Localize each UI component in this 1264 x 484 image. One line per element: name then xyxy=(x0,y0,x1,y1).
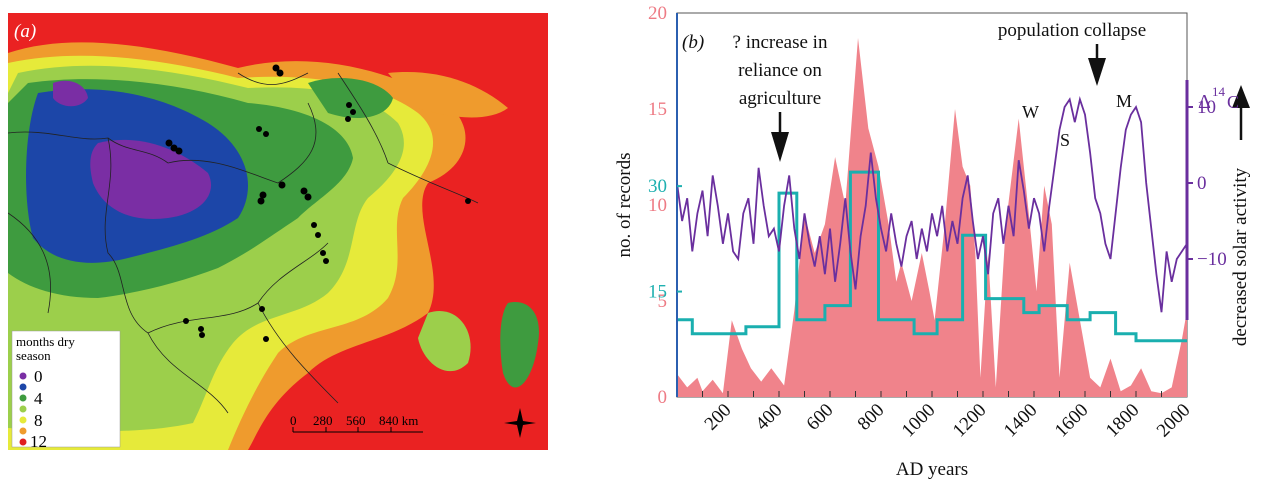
site-dot xyxy=(323,258,329,264)
site-dot xyxy=(345,116,351,122)
site-dot xyxy=(350,109,356,115)
x-tick-label: 1400 xyxy=(1000,400,1042,442)
site-dot xyxy=(346,102,352,108)
agriculture-arrow-icon xyxy=(771,112,789,162)
minimum-m-label: M xyxy=(1116,91,1132,111)
solar-activity-arrow-icon xyxy=(1232,85,1250,140)
site-dot xyxy=(259,306,265,312)
records-step-line xyxy=(677,170,1187,343)
map-region-green-northeast xyxy=(308,78,393,118)
scale-label-840: 840 km xyxy=(379,413,418,428)
country-borders xyxy=(8,72,479,414)
y-left-teal-tick-label: 15 xyxy=(648,282,667,303)
y-left-pink-tick-label: 5 xyxy=(658,291,668,312)
scale-label-0: 0 xyxy=(290,413,297,428)
site-dot xyxy=(465,198,471,204)
annotation-population-collapse: population collapse xyxy=(998,20,1146,41)
y-left-label: no. of records xyxy=(614,153,635,258)
delta-14c-sup: 14 xyxy=(1212,84,1226,99)
site-dot xyxy=(259,191,267,199)
site-dot xyxy=(320,250,326,256)
delta-14c-c: C xyxy=(1227,92,1239,112)
map-region-purple xyxy=(90,139,212,219)
north-arrow-icon xyxy=(504,408,536,438)
panel-b-label: (b) xyxy=(682,32,704,53)
x-tick-label: 1800 xyxy=(1102,400,1144,442)
x-tick-label: 200 xyxy=(701,400,736,435)
site-dot xyxy=(263,131,269,137)
records-area-series xyxy=(677,38,1187,397)
site-dot xyxy=(257,197,265,205)
site-dot xyxy=(183,318,189,324)
site-dot xyxy=(175,147,183,155)
delta14c-line-series xyxy=(676,96,1188,313)
map-region-green-south xyxy=(418,311,471,372)
scale-label-280: 280 xyxy=(313,413,333,428)
y-right-tick-label: −10 xyxy=(1197,249,1227,270)
site-dot xyxy=(276,69,284,77)
map-region-green-southeast xyxy=(500,302,539,388)
legend-swatch-12 xyxy=(19,438,27,446)
x-tick-label: 2000 xyxy=(1153,400,1195,442)
y-left-pink-tick-label: 0 xyxy=(658,387,668,408)
site-dot xyxy=(199,332,205,338)
x-tick-label: 400 xyxy=(752,400,787,435)
minimum-w-label: W xyxy=(1022,102,1039,122)
records-chart: no. of records AD years decreased solar … xyxy=(614,3,1251,480)
scale-label-560: 560 xyxy=(346,413,366,428)
site-dot xyxy=(311,222,317,228)
legend-label-4: 4 xyxy=(34,389,43,408)
y-right-label: decreased solar activity xyxy=(1230,167,1251,346)
y-left-pink-tick-label: 15 xyxy=(648,99,667,120)
site-dot xyxy=(198,326,204,332)
map-region-purple-nw xyxy=(53,80,88,107)
solar-minima-labels: W S M xyxy=(1022,91,1132,150)
legend-label-0: 0 xyxy=(34,367,43,386)
legend-swatch-4 xyxy=(19,394,27,402)
archaeological-sites xyxy=(165,64,471,342)
legend-label-8: 8 xyxy=(34,411,43,430)
collapse-arrow-icon xyxy=(1088,44,1106,86)
site-dot xyxy=(278,181,286,189)
dry-season-map: (a) months dry season 0 4 8 12 0 280 560… xyxy=(8,13,548,450)
map-region-orange-east xyxy=(388,72,508,118)
delta-14c-symbol: Δ xyxy=(1198,91,1211,113)
y-left-pink-tick-label: 10 xyxy=(648,195,667,216)
site-dot xyxy=(315,232,321,238)
x-tick-label: 1000 xyxy=(898,400,940,442)
legend-swatch-0 xyxy=(19,372,27,380)
legend-swatch-10 xyxy=(19,427,27,435)
site-dot xyxy=(263,336,269,342)
annotation-agriculture-3: agriculture xyxy=(739,88,821,109)
delta14c-line xyxy=(676,96,1188,313)
site-dot xyxy=(304,193,312,201)
y-left-pink-tick-label: 20 xyxy=(648,3,667,24)
legend-swatch-8 xyxy=(19,416,27,424)
legend-swatch-6 xyxy=(19,405,27,413)
x-tick-label: 1200 xyxy=(949,400,991,442)
annotation-agriculture-1: ? increase in xyxy=(733,32,828,53)
x-axis-label: AD years xyxy=(896,459,968,480)
panel-a-label: (a) xyxy=(14,21,36,42)
annotation-agriculture-2: reliance on xyxy=(738,60,822,81)
site-dot xyxy=(272,64,280,72)
x-tick-label: 1600 xyxy=(1051,400,1093,442)
x-tick-label: 600 xyxy=(803,400,838,435)
y-right-tick-label: 10 xyxy=(1197,97,1216,118)
records-area xyxy=(677,38,1187,397)
x-tick-label: 800 xyxy=(854,400,889,435)
minimum-s-label: S xyxy=(1060,130,1070,150)
site-dot xyxy=(256,126,262,132)
legend-title-line1: months dry xyxy=(16,334,75,349)
legend-swatch-2 xyxy=(19,383,27,391)
records-step-series xyxy=(677,170,1187,343)
site-dot xyxy=(165,139,173,147)
legend-label-12: 12 xyxy=(30,432,47,450)
y-left-teal-tick-label: 30 xyxy=(648,176,667,197)
legend: months dry season 0 4 8 12 xyxy=(11,330,121,450)
y-right-tick-label: 0 xyxy=(1197,173,1207,194)
site-dot xyxy=(300,187,308,195)
scale-bar: 0 280 560 840 km xyxy=(290,413,423,433)
legend-title-line2: season xyxy=(16,348,51,363)
